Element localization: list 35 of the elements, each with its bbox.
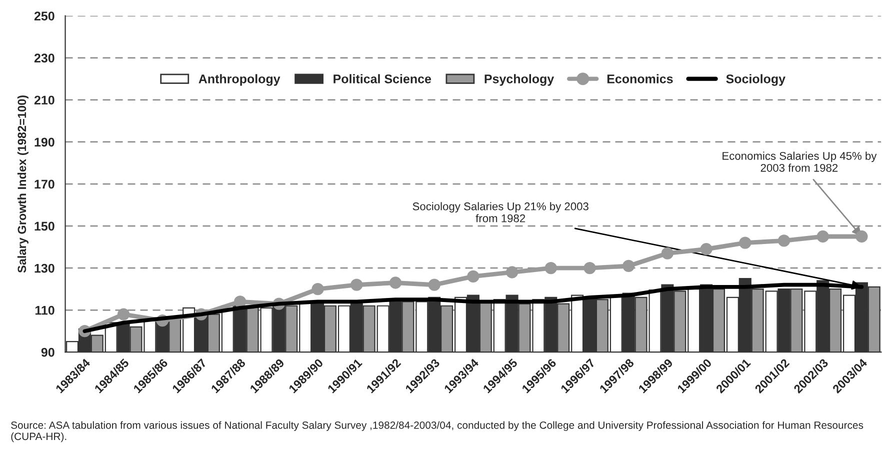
- point: [584, 262, 596, 274]
- point: [778, 234, 790, 247]
- point: [389, 276, 402, 289]
- y-tick-label: 210: [34, 96, 54, 105]
- point: [739, 236, 752, 249]
- y-tick-label: 170: [34, 180, 54, 189]
- legend-label: Economics: [607, 74, 673, 84]
- point: [234, 296, 246, 308]
- point: [856, 230, 868, 243]
- legend-label: Sociology: [726, 74, 786, 86]
- y-tick-label: 150: [34, 222, 54, 231]
- source-note: Source: ASA tabulation from various issues of National Faculty Salary Survey ,1982/84-2003/04, conducted by the College and University Professional Association for Human Resources (CUPA-HR).: [11, 421, 864, 442]
- point: [816, 230, 829, 243]
- point: [350, 278, 363, 291]
- y-tick-label: 190: [34, 138, 54, 147]
- point: [622, 260, 635, 272]
- y-tick-label: 250: [34, 12, 54, 20]
- point: [544, 262, 557, 274]
- point: [428, 278, 440, 291]
- y-tick-label: 110: [35, 306, 54, 315]
- point: [661, 247, 674, 260]
- legend-label: Anthropology: [198, 74, 280, 86]
- point: [467, 270, 480, 283]
- point: [312, 282, 324, 296]
- y-axis-title: Salary Growth Index (1982=100): [17, 95, 28, 273]
- annotation: Economics Salaries Up 45% by 2003 from 1982: [722, 152, 877, 172]
- y-tick-label: 230: [34, 54, 54, 63]
- legend-label: Psychology: [484, 74, 554, 86]
- annotation: Sociology Salaries Up 21% by 2003 from 1982: [412, 202, 588, 222]
- point: [506, 266, 518, 278]
- legend-label: Political Science: [334, 74, 432, 84]
- y-tick-label: 90: [41, 348, 54, 357]
- y-tick-label: 130: [34, 264, 54, 273]
- point: [700, 243, 712, 256]
- point: [117, 308, 130, 320]
